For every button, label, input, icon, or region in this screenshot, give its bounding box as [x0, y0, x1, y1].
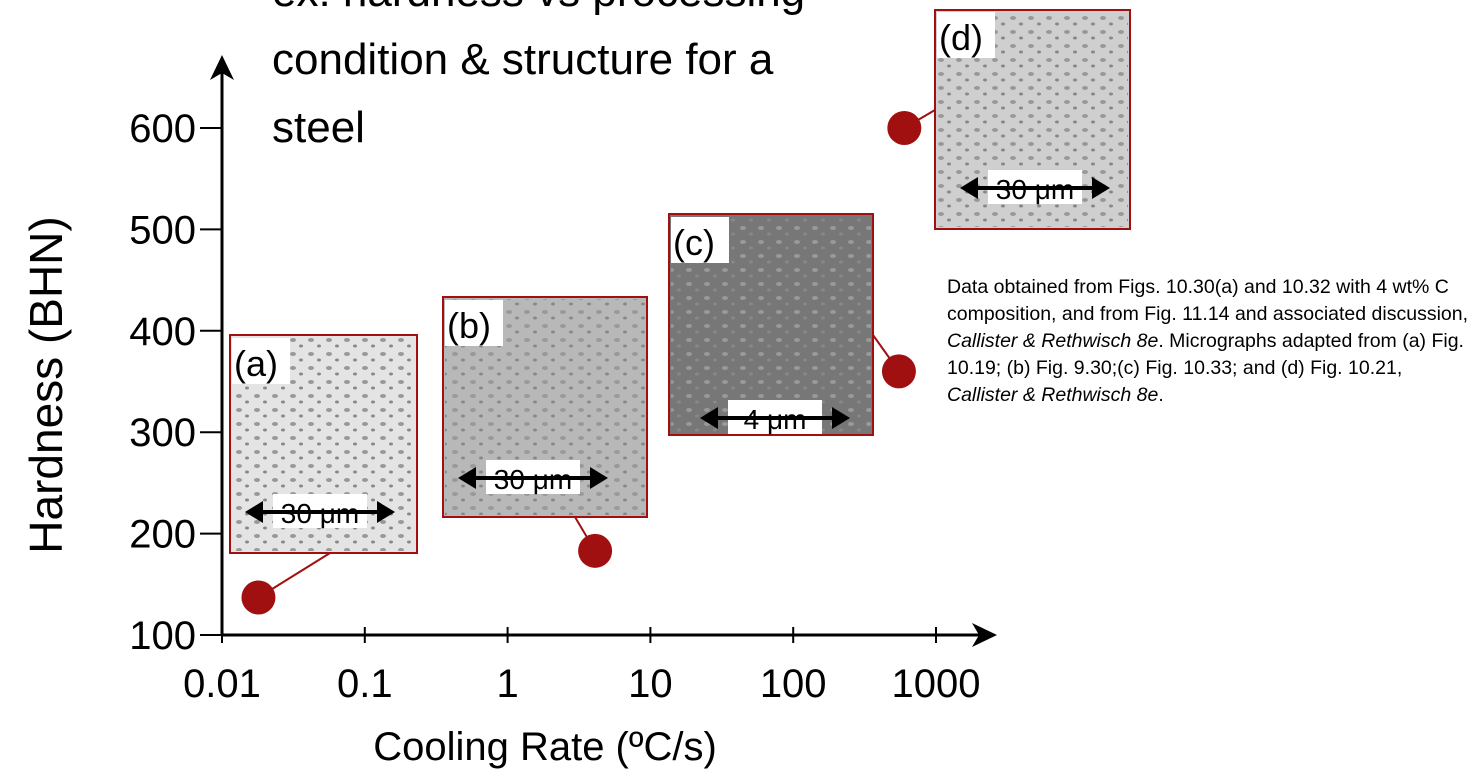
- micrograph-label: (a): [234, 343, 278, 384]
- x-tick-label: 1: [496, 662, 518, 706]
- x-axis-label: Cooling Rate (ºC/s): [373, 725, 717, 769]
- x-tick-label: 0.1: [337, 662, 393, 706]
- data-point: [882, 354, 916, 388]
- y-tick-label: 500: [129, 208, 196, 252]
- y-tick-label: 400: [129, 310, 196, 354]
- micrograph-label: (b): [447, 305, 491, 346]
- micrograph-label: (d): [939, 17, 983, 58]
- x-tick-label: 0.01: [183, 662, 261, 706]
- data-point: [578, 534, 612, 568]
- y-tick-label: 200: [129, 513, 196, 557]
- micrograph-label: (c): [673, 222, 715, 263]
- scale-label: 4 μm: [744, 404, 807, 435]
- x-tick-label: 100: [760, 662, 827, 706]
- scale-label: 30 μm: [996, 174, 1074, 205]
- chart-title: ex: hardness vs processing condition & s…: [272, 0, 872, 162]
- data-point: [241, 580, 275, 614]
- data-point: [887, 111, 921, 145]
- x-tick-label: 10: [628, 662, 673, 706]
- note-segment: Callister & Rethwisch 8e: [947, 384, 1158, 406]
- note-segment: Data obtained from Figs. 10.30(a) and 10…: [947, 276, 1468, 325]
- y-tick-label: 600: [129, 107, 196, 151]
- note: Data obtained from Figs. 10.30(a) and 10…: [947, 274, 1477, 409]
- y-tick-label: 300: [129, 411, 196, 455]
- note-segment: Callister & Rethwisch 8e: [947, 330, 1158, 352]
- x-tick-label: 1000: [892, 662, 981, 706]
- page: {"chart_data": {"type": "scatter", "titl…: [0, 0, 1482, 771]
- scale-label: 30 μm: [494, 464, 572, 495]
- y-tick-label: 100: [129, 614, 196, 658]
- scale-label: 30 μm: [281, 498, 359, 529]
- note-segment: .: [1158, 384, 1163, 406]
- y-axis-label: Hardness (BHN): [20, 216, 72, 553]
